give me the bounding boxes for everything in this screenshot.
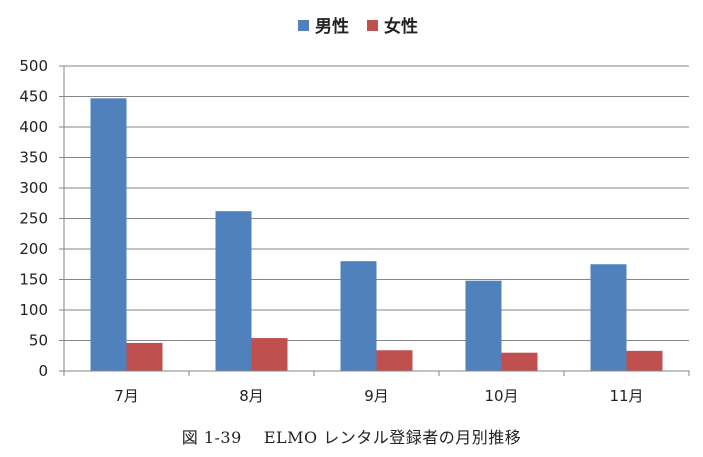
- bar-chart: 男性 女性 0 50 100 150 200 250 300 350 400 450 500 7月 8月…: [19, 16, 690, 405]
- bar-male: [90, 98, 127, 371]
- y-tick-label: 450: [19, 88, 48, 106]
- legend-label-male: 男性: [315, 16, 349, 37]
- y-tick-label: 300: [19, 179, 48, 197]
- bar-female: [126, 342, 163, 371]
- bar-female: [376, 350, 413, 371]
- y-tick-label: 150: [19, 271, 48, 289]
- x-tick-label: 11月: [609, 387, 643, 405]
- bar-male: [340, 261, 377, 371]
- y-tick-label: 250: [19, 210, 48, 228]
- bars: [90, 98, 663, 371]
- y-tick-label: 100: [19, 301, 48, 319]
- bar-female: [501, 352, 538, 371]
- y-tick-label: 400: [19, 118, 48, 136]
- y-tick-label: 50: [29, 332, 48, 350]
- bar-female: [251, 338, 288, 371]
- legend-swatch-female: [367, 20, 378, 31]
- y-tick-label: 200: [19, 240, 48, 258]
- bar-female: [626, 350, 663, 371]
- x-tick-label: 9月: [364, 387, 389, 405]
- bar-male: [590, 264, 627, 371]
- bar-male: [215, 211, 252, 371]
- gridlines: [64, 65, 689, 341]
- y-tick-label: 350: [19, 149, 48, 167]
- figure-caption: 図 1-39 ELMO レンタル登録者の月別推移: [181, 428, 522, 447]
- chart-legend: 男性 女性: [298, 16, 418, 37]
- x-tick-label: 8月: [239, 387, 264, 405]
- axes: [63, 66, 689, 372]
- y-tick-label: 500: [19, 57, 48, 75]
- x-axis-ticks: 7月 8月 9月 10月 11月: [63, 371, 690, 405]
- bar-male: [465, 280, 502, 371]
- x-tick-label: 10月: [484, 387, 518, 405]
- legend-swatch-male: [298, 20, 309, 31]
- y-axis-ticks: 0 50 100 150 200 250 300 350 400 450 500: [19, 57, 64, 380]
- x-tick-label: 7月: [114, 387, 139, 405]
- y-tick-label: 0: [38, 362, 48, 380]
- legend-label-female: 女性: [384, 16, 418, 37]
